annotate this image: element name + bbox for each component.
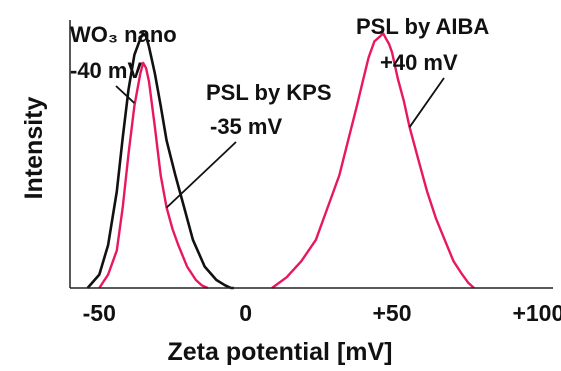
x-tick-labels: -50 0 +50 +100 (83, 300, 561, 326)
x-axis-title: Zeta potential [mV] (167, 338, 392, 366)
annotation-kps-name: PSL by KPS (206, 80, 332, 105)
series-line-3 (271, 32, 475, 289)
leader-line-wo3 (115, 85, 136, 104)
annotation-wo3-name: WO₃ nano (70, 22, 177, 47)
x-tick-label: +100 (512, 300, 561, 326)
annotation-wo3-value: -40 mV (70, 58, 142, 83)
series-line-2 (98, 61, 209, 290)
x-tick-label: 0 (239, 300, 252, 326)
annotation-aiba-name: PSL by AIBA (356, 14, 489, 39)
plot-area (86, 32, 475, 290)
annotation-psl-aiba: PSL by AIBA +40 mV (356, 14, 489, 75)
annotation-psl-kps: PSL by KPS -35 mV (206, 80, 332, 139)
annotation-leaders (115, 77, 445, 209)
annotation-wo3-nano: WO₃ nano -40 mV (70, 22, 177, 83)
annotation-kps-value: -35 mV (210, 114, 282, 139)
x-tick-label: -50 (83, 300, 116, 326)
leader-line-aiba (408, 77, 445, 128)
leader-line-kps (165, 141, 237, 209)
series-line-1 (86, 32, 234, 290)
annotation-aiba-value: +40 mV (380, 50, 458, 75)
y-axis-title: Intensity (20, 97, 48, 200)
x-tick-label: +50 (372, 300, 411, 326)
